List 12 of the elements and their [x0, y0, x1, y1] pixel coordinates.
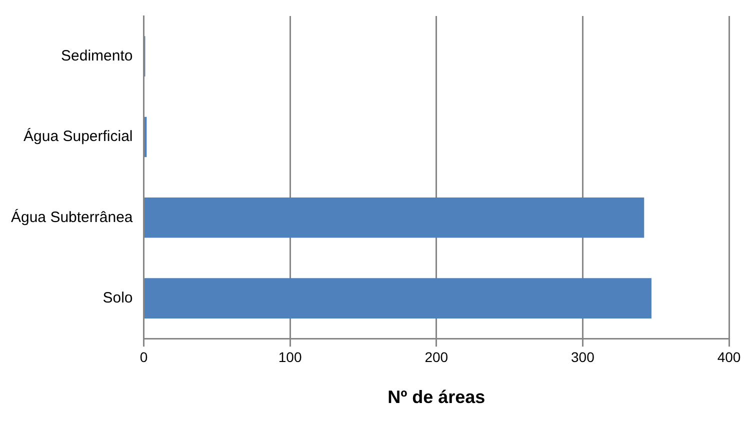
- bar: [144, 197, 644, 238]
- y-tick-label: Água Subterrânea: [10, 208, 134, 226]
- x-tick-label: 0: [140, 348, 148, 365]
- bar: [144, 278, 652, 318]
- x-tick-label: 100: [278, 348, 302, 365]
- y-tick-label: Sedimento: [61, 47, 133, 64]
- x-axis-title: Nº de áreas: [388, 387, 486, 408]
- x-tick-label: 300: [571, 348, 595, 365]
- y-tick-label: Água Superficial: [24, 127, 133, 146]
- x-tick-label: 400: [717, 348, 741, 365]
- y-tick-label: Solo: [102, 289, 133, 306]
- x-tick-label: 200: [424, 348, 448, 365]
